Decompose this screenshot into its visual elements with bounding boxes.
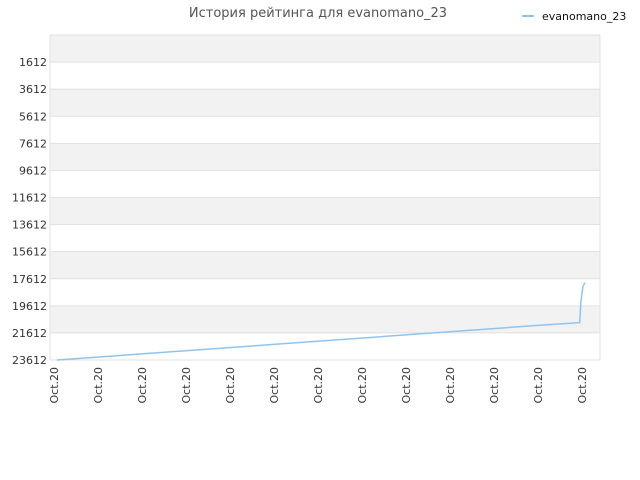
plot-bands xyxy=(50,35,600,360)
y-axis: 1612 3612 5612 7612 9612 11612 13612 15612 17612… xyxy=(12,56,47,367)
y-tick-label: 5612 xyxy=(19,110,47,123)
y-tick-label: 1612 xyxy=(19,56,47,69)
x-tick-label: Oct.20 xyxy=(532,367,545,404)
y-tick-label: 21612 xyxy=(12,327,47,340)
plot-band xyxy=(50,251,600,279)
x-tick-label: Oct.20 xyxy=(136,367,149,404)
plot-band xyxy=(50,278,600,306)
plot-band xyxy=(50,116,600,144)
x-tick-label: Oct.20 xyxy=(312,367,325,404)
x-tick-label: Oct.20 xyxy=(488,367,501,404)
y-tick-label: 19612 xyxy=(12,300,47,313)
x-tick-label: Oct.20 xyxy=(224,367,237,404)
legend-label: evanomano_23 xyxy=(542,10,626,23)
plot-band xyxy=(50,305,600,333)
plot-band xyxy=(50,143,600,171)
x-tick-label: Oct.20 xyxy=(400,367,413,404)
y-tick-label: 17612 xyxy=(12,273,47,286)
x-tick-label: Oct.20 xyxy=(268,367,281,404)
x-axis: Oct.20 Oct.20 Oct.20 Oct.20 Oct.20 Oct.20 Oct.… xyxy=(48,367,589,404)
y-tick-label: 9612 xyxy=(19,164,47,177)
plot-band xyxy=(50,62,600,90)
y-tick-label: 15612 xyxy=(12,246,47,259)
grid-lines xyxy=(49,34,601,361)
x-tick-label: Oct.20 xyxy=(92,367,105,404)
y-tick-label: 7612 xyxy=(19,137,47,150)
plot-band xyxy=(50,170,600,198)
plot-band xyxy=(50,35,600,63)
plot-band xyxy=(50,197,600,225)
series-layer xyxy=(56,282,586,361)
y-tick-label: 13612 xyxy=(12,219,47,232)
series-line-evanomano_23 xyxy=(56,282,586,361)
legend[interactable]: evanomano_23 xyxy=(522,10,626,23)
x-tick-label: Oct.20 xyxy=(356,367,369,404)
plot-band xyxy=(50,89,600,117)
y-tick-label: 3612 xyxy=(19,83,47,96)
plot-band xyxy=(50,224,600,252)
plot-band xyxy=(50,332,600,360)
x-tick-label: Oct.20 xyxy=(576,367,589,404)
x-tick-label: Oct.20 xyxy=(48,367,61,404)
y-tick-label: 23612 xyxy=(12,354,47,367)
x-tick-label: Oct.20 xyxy=(180,367,193,404)
chart-title: История рейтинга для evanomano_23 xyxy=(189,6,447,21)
y-tick-label: 11612 xyxy=(12,192,47,205)
x-tick-label: Oct.20 xyxy=(444,367,457,404)
